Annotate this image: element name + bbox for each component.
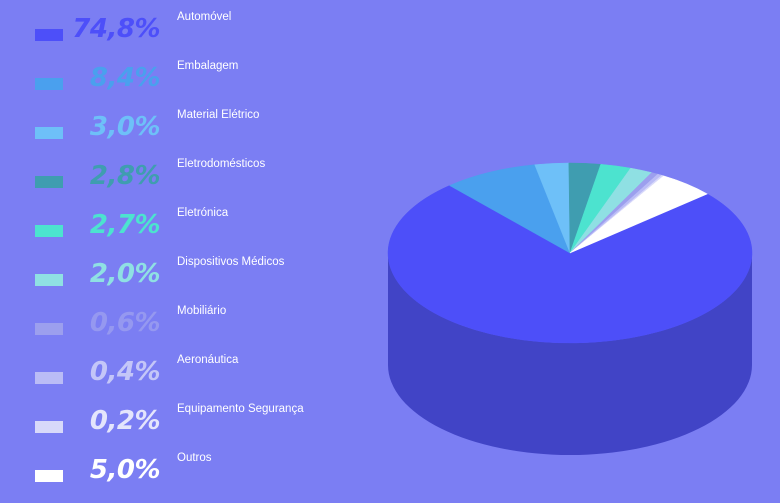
legend-value: 2,8% — [89, 161, 161, 191]
legend-swatch — [35, 372, 63, 384]
legend-label: Eletrodomésticos — [177, 158, 266, 170]
legend-value: 0,4% — [89, 357, 161, 387]
legend-swatch — [35, 29, 63, 41]
legend-value: 2,7% — [89, 210, 161, 240]
legend-swatch — [35, 176, 63, 188]
legend-item: 0,6% Mobiliário — [0, 294, 360, 343]
legend-swatch — [35, 470, 63, 482]
legend-item: 5,0% Outros — [0, 441, 360, 490]
legend-item: 74,8% Automóvel — [0, 0, 360, 49]
pie-chart — [387, 162, 753, 455]
legend-swatch — [35, 323, 63, 335]
pie-side — [388, 253, 752, 455]
legend-value: 2,0% — [89, 259, 161, 289]
legend-item: 8,4% Embalagem — [0, 49, 360, 98]
legend-item: 2,8% Eletrodomésticos — [0, 147, 360, 196]
legend-label: Outros — [177, 452, 212, 464]
legend-swatch — [35, 274, 63, 286]
legend-label: Embalagem — [177, 60, 239, 72]
legend-label: Material Elétrico — [177, 109, 260, 121]
legend-item: 0,2% Equipamento Segurança — [0, 392, 360, 441]
pie-slice — [569, 175, 708, 254]
legend-item: 0,4% Aeronáutica — [0, 343, 360, 392]
legend-label: Dispositivos Médicos — [177, 256, 285, 268]
chart-legend: 74,8% Automóvel 8,4% Embalagem 3,0% Mate… — [0, 0, 360, 503]
legend-label: Aeronáutica — [177, 354, 239, 366]
legend-swatch — [35, 225, 63, 237]
legend-value: 5,0% — [89, 455, 161, 485]
legend-swatch — [35, 127, 63, 139]
legend-value: 0,6% — [89, 308, 161, 338]
legend-item: 2,7% Eletrónica — [0, 196, 360, 245]
legend-value: 8,4% — [89, 63, 161, 93]
pie-slice — [387, 185, 753, 344]
pie-slice — [448, 164, 571, 254]
legend-label: Automóvel — [177, 11, 232, 23]
pie-side-wall — [388, 253, 752, 455]
legend-value: 0,2% — [89, 406, 161, 436]
legend-swatch — [35, 78, 63, 90]
legend-item: 2,0% Dispositivos Médicos — [0, 245, 360, 294]
legend-value: 74,8% — [72, 14, 160, 44]
legend-swatch — [35, 421, 63, 433]
legend-value: 3,0% — [89, 112, 161, 142]
legend-item: 3,0% Material Elétrico — [0, 98, 360, 147]
legend-label: Eletrónica — [177, 207, 229, 219]
pie-slices — [387, 162, 753, 344]
legend-label: Equipamento Segurança — [177, 403, 304, 415]
legend-label: Mobiliário — [177, 305, 227, 317]
